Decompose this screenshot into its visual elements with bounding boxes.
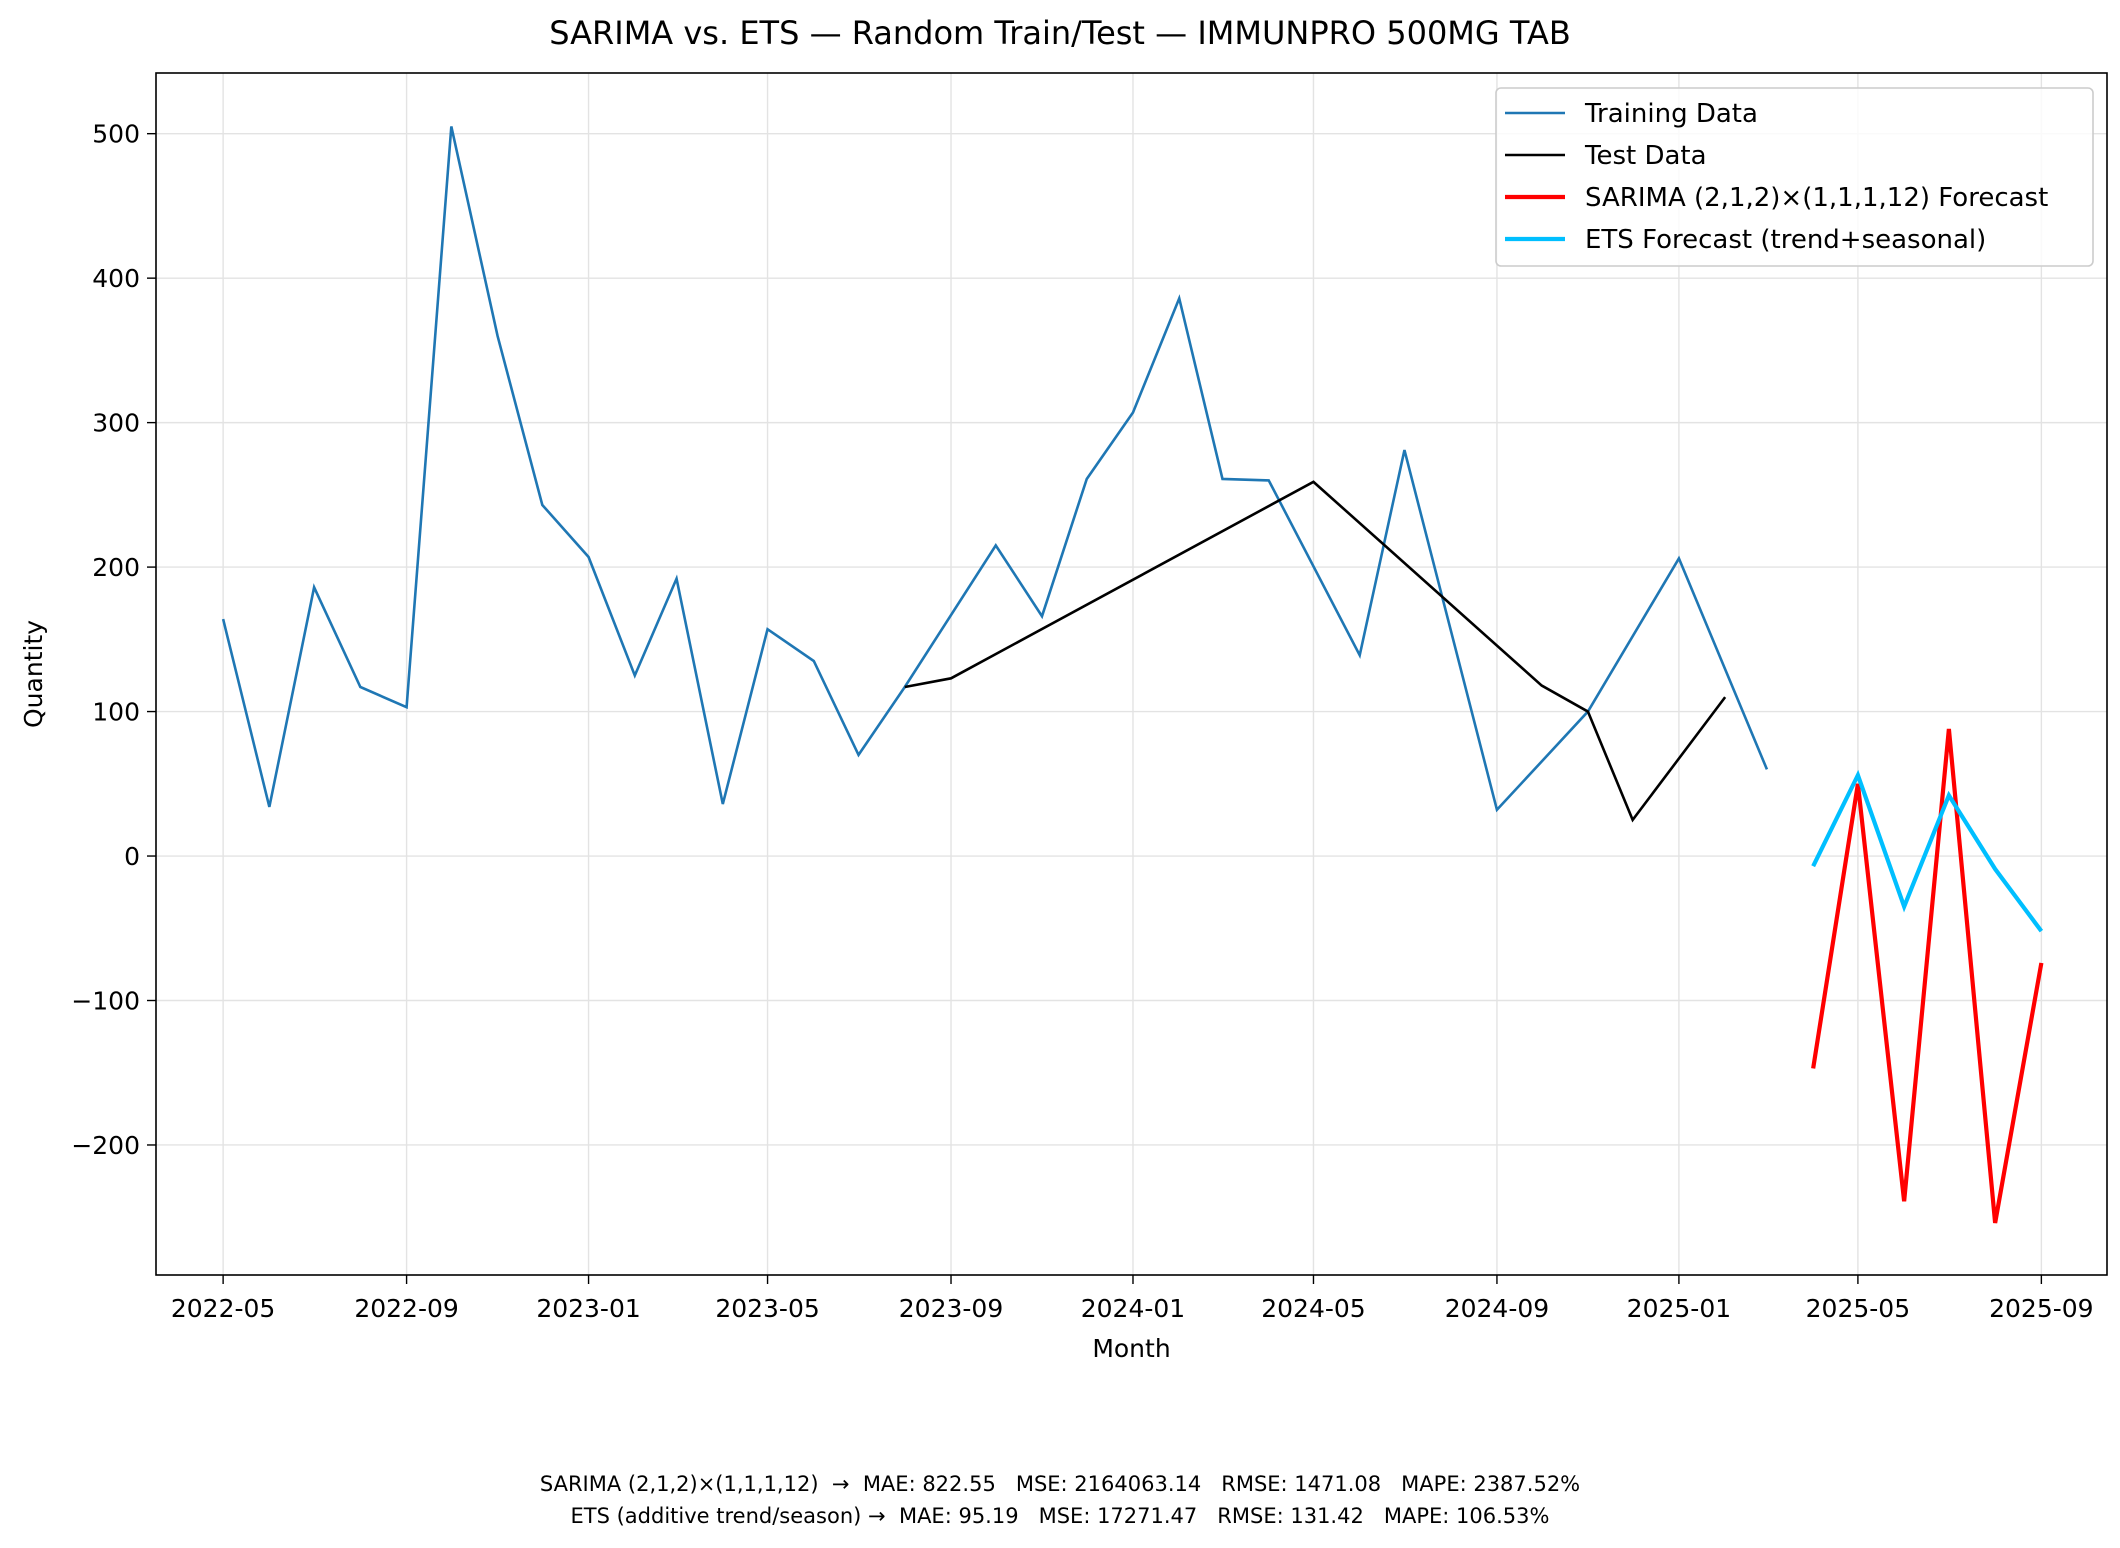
legend-entry: Training Data: [1584, 99, 1758, 129]
series-line-2: [904, 480, 1727, 823]
y-tick-label: −200: [71, 1131, 140, 1160]
x-tick-label: 2024-05: [1261, 1294, 1365, 1323]
x-tick-label: 2023-05: [715, 1294, 819, 1323]
y-tick-label: −100: [71, 987, 140, 1016]
series-lines: [221, 126, 2044, 1224]
y-axis-ticks: −200 −100 0 100 200 300 400 500: [71, 120, 156, 1160]
x-axis-label: Month: [1092, 1334, 1170, 1363]
y-tick-label: 100: [92, 698, 140, 727]
legend: Training Data Test Data SARIMA (2,1,2)×(1,…: [1495, 87, 2094, 267]
series-line-3: [1811, 728, 2044, 1224]
y-tick-label: 300: [92, 409, 140, 438]
x-tick-label: 2025-01: [1627, 1294, 1731, 1323]
y-tick-label: 400: [92, 264, 140, 293]
plot-frame: [155, 72, 2108, 1276]
y-tick-label: 200: [92, 553, 140, 582]
x-axis-ticks: 2022-05 2022-09 2023-01 2023-05 2023-09 2024-…: [171, 1275, 2094, 1323]
legend-entry: Test Data: [1584, 141, 1707, 171]
metrics-line-sarima: SARIMA (2,1,2)×(1,1,1,12) → MAE: 822.55 …: [539, 1472, 1581, 1496]
metrics-line-ets: ETS (additive trend/season) → MAE: 95.19…: [570, 1504, 1550, 1528]
x-tick-label: 2022-05: [171, 1294, 275, 1323]
x-tick-label: 2022-09: [354, 1294, 458, 1323]
legend-box: [1495, 87, 2094, 267]
x-tick-label: 2025-05: [1806, 1294, 1910, 1323]
y-tick-label: 500: [92, 120, 140, 149]
y-tick-label: 0: [124, 842, 140, 871]
x-tick-label: 2024-01: [1081, 1294, 1185, 1323]
series-line-1: [221, 126, 1769, 813]
x-tick-label: 2023-01: [536, 1294, 640, 1323]
series-line-4: [1811, 769, 2044, 933]
x-tick-label: 2023-09: [899, 1294, 1003, 1323]
x-tick-label: 2024-09: [1445, 1294, 1549, 1323]
x-tick-label: 2025-09: [1989, 1294, 2093, 1323]
legend-entry: ETS Forecast (trend+seasonal): [1585, 225, 1986, 255]
chart-title: SARIMA vs. ETS — Random Train/Test — IMM…: [549, 14, 1571, 52]
y-axis-label: Quantity: [19, 620, 48, 728]
legend-entry: SARIMA (2,1,2)×(1,1,1,12) Forecast: [1585, 183, 2048, 213]
